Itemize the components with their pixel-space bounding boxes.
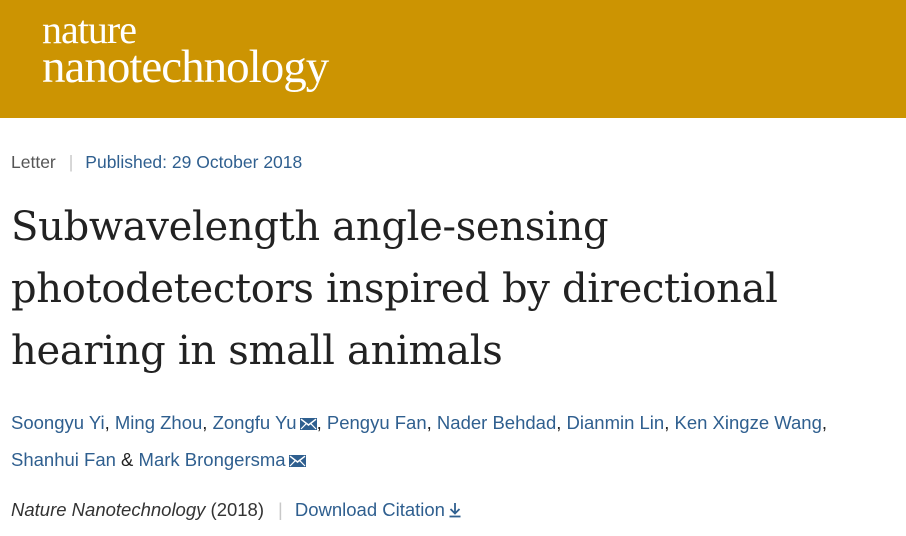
- journal-logo[interactable]: nature nanotechnology: [42, 7, 329, 94]
- envelope-icon[interactable]: [288, 455, 306, 467]
- author-link[interactable]: Ming Zhou: [114, 412, 203, 433]
- meta-divider: |: [68, 152, 74, 172]
- author-link[interactable]: Nader Behdad: [436, 412, 557, 433]
- author-list: Soongyu Yi, Ming Zhou, Zongfu Yu, Pengyu…: [11, 412, 828, 470]
- download-citation-link[interactable]: Download Citation: [295, 499, 461, 520]
- author-link[interactable]: Shanhui Fan: [11, 449, 116, 470]
- envelope-icon[interactable]: [299, 418, 317, 430]
- author-link[interactable]: Pengyu Fan: [326, 412, 427, 433]
- published-date: Published: 29 October 2018: [85, 152, 303, 172]
- author-link[interactable]: Ken Xingze Wang: [674, 412, 822, 433]
- journal-name: Nature Nanotechnology: [11, 499, 206, 520]
- article-title: Subwavelength angle-sensing photodetecto…: [11, 204, 778, 374]
- author-link[interactable]: Zongfu Yu: [212, 412, 297, 433]
- download-arrow-icon: [449, 503, 461, 518]
- article-type: Letter: [11, 152, 56, 172]
- citation-divider: |: [278, 499, 283, 520]
- logo-line-nanotechnology: nanotechnology: [42, 41, 329, 94]
- journal-banner: nature nanotechnology: [0, 0, 906, 118]
- article-meta: Letter | Published: 29 October 2018: [11, 152, 302, 173]
- download-citation-label: Download Citation: [294, 499, 445, 520]
- author-link[interactable]: Dianmin Lin: [566, 412, 665, 433]
- author-link[interactable]: Soongyu Yi: [11, 412, 105, 433]
- citation-year: (2018): [210, 499, 265, 520]
- citation-row: Nature Nanotechnology (2018) | Download Ci…: [11, 499, 461, 521]
- logo-line-nature: nature: [42, 7, 137, 52]
- author-link[interactable]: Mark Brongersma: [138, 449, 286, 470]
